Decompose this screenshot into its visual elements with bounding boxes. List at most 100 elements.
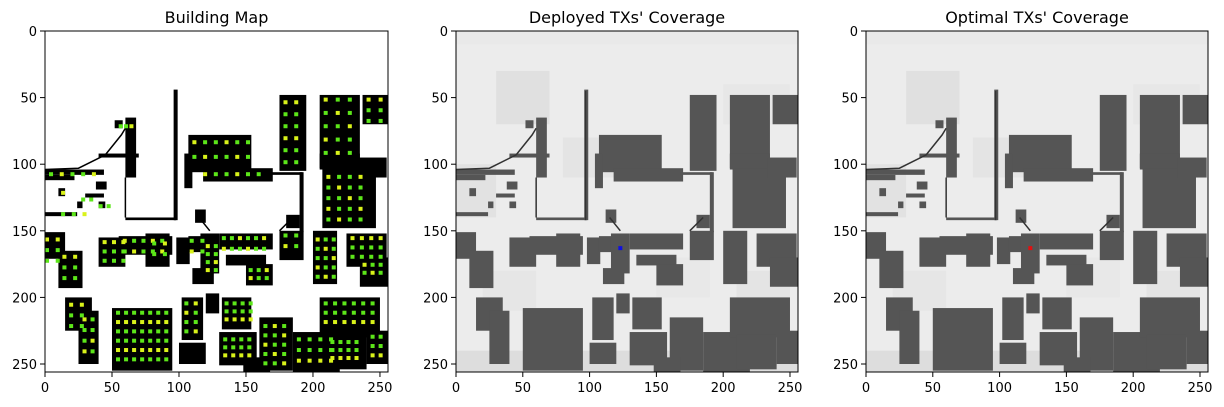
y-tick-label: 250 [12,358,37,373]
marker-point [148,329,153,334]
x-tick-label: 200 [1121,381,1146,396]
marker-point [326,206,331,211]
marker-point [73,254,78,259]
building [732,168,786,229]
x-tick-label: 150 [644,381,669,396]
y-tick-label: 50 [431,92,448,107]
building [919,153,960,158]
marker-point [245,172,250,177]
marker-point [82,349,87,354]
marker-point [323,246,328,251]
marker-point [82,212,87,217]
y-tick-label: 50 [841,92,858,107]
marker-point [122,238,127,243]
marker-point [337,174,342,179]
y-tick-label: 200 [423,291,448,306]
marker-point [264,276,269,281]
marker-point [333,310,338,315]
marker-point [323,274,328,279]
marker-point [132,238,137,243]
marker-point [124,338,129,343]
panel-title: Optimal TXs' Coverage [945,8,1129,27]
marker-point [213,260,218,265]
y-tick-label: 250 [423,358,448,373]
marker-point [81,197,86,202]
marker-point [370,262,375,267]
marker-point [79,324,84,329]
building [509,201,517,209]
marker-point [296,348,301,353]
marker-point [323,137,328,142]
y-tick-label: 0 [440,25,448,40]
marker-point [323,237,328,242]
marker-point [102,249,107,254]
marker-point [90,328,95,333]
marker-point [358,185,363,190]
x-tick-label: 200 [711,381,736,396]
marker-point [71,212,76,217]
marker-point [294,244,299,249]
marker-point [69,302,74,307]
marker-point [140,320,145,325]
marker-point [45,248,50,253]
boundary-line [198,217,211,232]
marker-point [350,236,355,241]
marker-point [347,196,352,201]
marker-point [235,140,240,145]
marker-point [193,329,198,334]
marker-point [121,258,126,263]
building [1106,214,1120,229]
building [594,153,603,189]
building [1182,94,1208,125]
marker-point [132,249,137,254]
building [605,209,617,223]
marker-point [247,353,252,358]
marker-point [248,268,253,273]
marker-point [189,249,194,254]
marker-point [132,357,137,362]
building [366,330,388,365]
marker-point [248,301,253,306]
marker-point [378,118,383,123]
x-tick-label: 50 [104,381,121,396]
marker-point [162,241,167,246]
marker-point [152,241,157,246]
marker-point [342,301,347,306]
building [1008,134,1072,173]
marker-point [282,352,287,357]
building [456,169,515,175]
boundary-line [1019,217,1031,232]
building [225,254,267,266]
marker-point [124,348,129,353]
marker-point [69,313,74,318]
marker-point [81,172,86,177]
marker-point [245,154,250,159]
marker-point [331,265,336,270]
marker-point [224,309,229,314]
marker-point [73,276,78,281]
marker-point [263,333,268,338]
marker-point [213,172,218,177]
marker-point [307,337,312,342]
marker-point [294,124,299,129]
marker-point [294,160,299,165]
marker-point [329,358,334,363]
marker-point [337,217,342,222]
building [286,214,300,229]
building [916,181,928,190]
building [632,297,662,330]
building [589,342,617,365]
marker-point [359,254,364,259]
building [525,120,534,129]
marker-point [156,329,161,334]
x-tick-label: 0 [862,381,870,396]
marker-point [370,344,375,349]
marker-point [248,276,253,281]
building [1026,293,1040,314]
marker-point [272,342,277,347]
building [205,293,220,314]
marker-point [224,301,229,306]
building [1146,334,1187,370]
marker-point [118,124,123,129]
marker-point [283,100,288,105]
